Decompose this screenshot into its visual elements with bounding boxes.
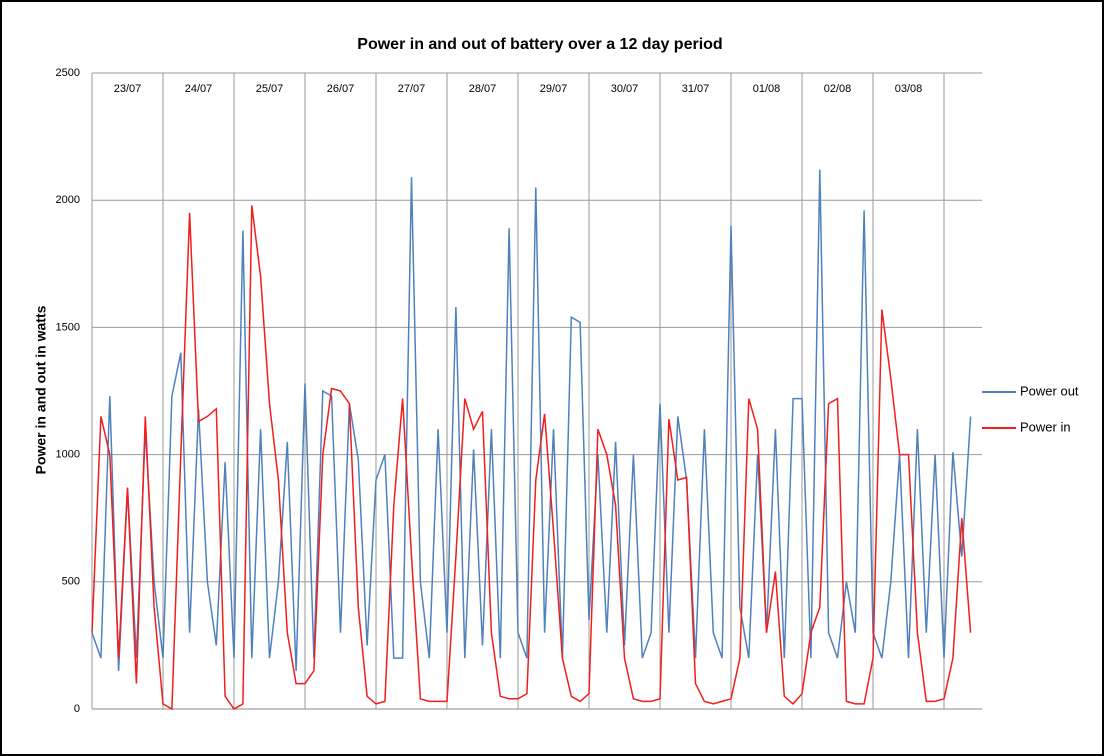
- y-tick-label: 500: [62, 576, 80, 588]
- y-tick-label: 2000: [56, 194, 80, 206]
- y-tick-label: 1500: [56, 321, 80, 333]
- y-tick-label: 2500: [56, 67, 80, 79]
- legend-label: Power out: [1020, 383, 1079, 398]
- legend-label: Power in: [1020, 419, 1071, 434]
- day-label: 02/08: [824, 83, 852, 95]
- day-label: 27/07: [398, 83, 426, 95]
- chart-title: Power in and out of battery over a 12 da…: [357, 36, 722, 53]
- y-axis-label: Power in and out in watts: [33, 305, 49, 474]
- series-line: [91, 169, 972, 671]
- day-label: 23/07: [114, 83, 142, 95]
- y-tick-label: 0: [74, 703, 80, 715]
- series-line: [91, 205, 972, 711]
- day-label: 26/07: [327, 83, 355, 95]
- y-tick-label: 1000: [56, 449, 80, 461]
- day-label: 01/08: [753, 83, 781, 95]
- day-label: 24/07: [185, 83, 213, 95]
- day-label: 25/07: [256, 83, 284, 95]
- day-label: 30/07: [611, 83, 639, 95]
- day-label: 31/07: [682, 83, 710, 95]
- day-label: 03/08: [895, 83, 923, 95]
- day-label: 28/07: [469, 83, 497, 95]
- day-label: 29/07: [540, 83, 568, 95]
